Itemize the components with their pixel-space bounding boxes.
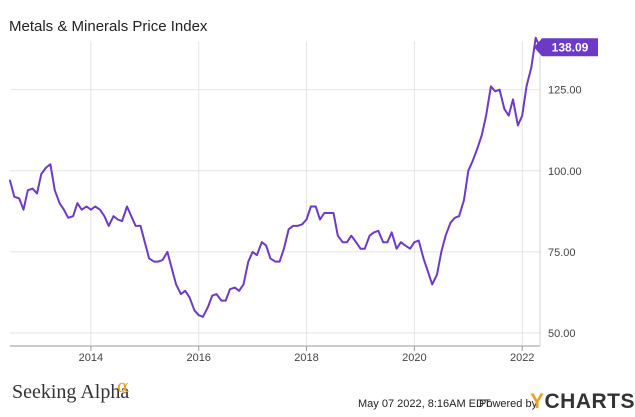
y-tick-label: 75.00 — [548, 247, 576, 259]
alpha-logo-mark: α — [117, 376, 130, 397]
y-tick-label: 100.00 — [548, 166, 582, 178]
ycharts-wordmark: CHARTS — [544, 390, 635, 413]
x-tick-label: 2014 — [79, 352, 103, 364]
y-tick-label: 50.00 — [548, 328, 576, 340]
series-group — [9, 36, 541, 318]
timestamp: May 07 2022, 8:16AM EDT. — [358, 398, 493, 410]
powered-by-label: Powered by — [479, 398, 538, 410]
last-value-tag — [534, 38, 598, 57]
series-line — [9, 36, 541, 318]
seeking-alpha-logo[interactable]: Seeking Alpha — [12, 381, 130, 403]
gridlines — [10, 41, 540, 346]
x-tick-label: 2016 — [186, 352, 210, 364]
last-value-group: 138.09 — [534, 38, 598, 57]
x-tick-label: 2022 — [510, 352, 534, 364]
y-tick-label: 125.00 — [548, 85, 582, 97]
tick-labels: 50.00 75.00 100.00 125.00 2014 2016 2018 2020 20… — [79, 85, 582, 364]
axes — [10, 41, 541, 351]
last-value-label: 138.09 — [552, 41, 589, 55]
chart-title: Metals & Minerals Price Index — [9, 18, 208, 35]
x-tick-label: 2020 — [402, 352, 426, 364]
ycharts-logo[interactable]: YCHARTS — [530, 390, 635, 414]
ycharts-y-mark: Y — [530, 390, 545, 413]
x-tick-label: 2018 — [294, 352, 318, 364]
